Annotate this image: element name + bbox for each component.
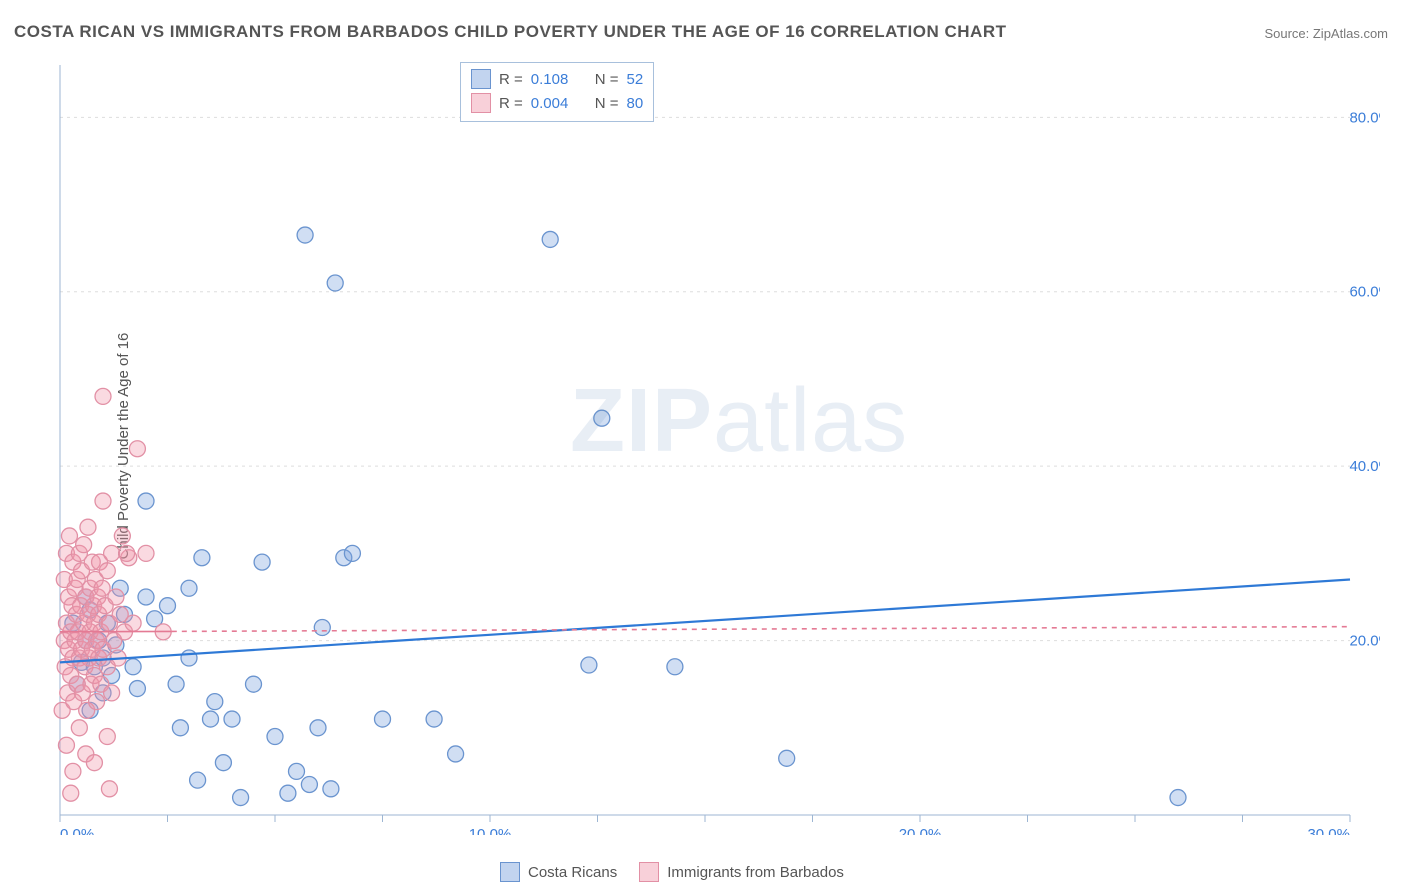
legend-item: Immigrants from Barbados: [639, 862, 844, 882]
scatter-plot: 20.0% 40.0% 60.0% 80.0% 0.0% 10.0% 20.0% 30.0%: [50, 55, 1380, 835]
r-value: 0.108: [531, 71, 587, 88]
stats-row: R = 0.108 N = 52: [471, 67, 643, 91]
r-label: R =: [499, 71, 523, 88]
source-label: Source: ZipAtlas.com: [1264, 26, 1388, 41]
chart-container: COSTA RICAN VS IMMIGRANTS FROM BARBADOS …: [0, 0, 1406, 892]
svg-text:10.0%: 10.0%: [469, 826, 512, 835]
legend-label: Immigrants from Barbados: [667, 864, 844, 881]
series-swatch: [500, 862, 520, 882]
n-value: 80: [627, 95, 644, 112]
series-swatch: [471, 93, 491, 113]
n-label: N =: [595, 71, 619, 88]
svg-text:0.0%: 0.0%: [60, 826, 94, 835]
svg-text:60.0%: 60.0%: [1349, 284, 1380, 301]
series-legend: Costa Ricans Immigrants from Barbados: [500, 862, 844, 882]
r-label: R =: [499, 95, 523, 112]
svg-text:80.0%: 80.0%: [1349, 109, 1380, 126]
legend-item: Costa Ricans: [500, 862, 617, 882]
n-value: 52: [627, 71, 644, 88]
legend-label: Costa Ricans: [528, 864, 617, 881]
svg-text:20.0%: 20.0%: [1349, 633, 1380, 650]
svg-text:30.0%: 30.0%: [1307, 826, 1350, 835]
svg-text:20.0%: 20.0%: [899, 826, 942, 835]
chart-title: COSTA RICAN VS IMMIGRANTS FROM BARBADOS …: [14, 22, 1007, 42]
stats-legend: R = 0.108 N = 52 R = 0.004 N = 80: [460, 62, 654, 122]
n-label: N =: [595, 95, 619, 112]
svg-text:40.0%: 40.0%: [1349, 458, 1380, 475]
series-swatch: [471, 69, 491, 89]
series-swatch: [639, 862, 659, 882]
r-value: 0.004: [531, 95, 587, 112]
stats-row: R = 0.004 N = 80: [471, 91, 643, 115]
